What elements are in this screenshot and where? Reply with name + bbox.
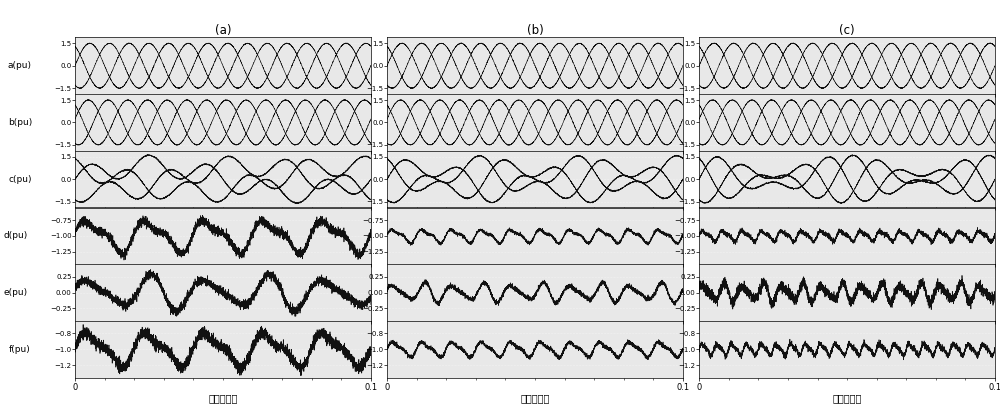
- Title: (a): (a): [215, 24, 231, 37]
- Title: (c): (c): [839, 24, 855, 37]
- Y-axis label: a(pu): a(pu): [8, 61, 32, 70]
- X-axis label: 时间（秒）: 时间（秒）: [520, 393, 550, 403]
- X-axis label: 时间（秒）: 时间（秒）: [832, 393, 862, 403]
- Y-axis label: f(pu): f(pu): [9, 345, 31, 354]
- Y-axis label: e(pu): e(pu): [3, 288, 27, 297]
- Y-axis label: d(pu): d(pu): [3, 231, 27, 240]
- Y-axis label: b(pu): b(pu): [8, 118, 32, 127]
- X-axis label: 时间（秒）: 时间（秒）: [208, 393, 238, 403]
- Y-axis label: c(pu): c(pu): [8, 175, 32, 184]
- Title: (b): (b): [527, 24, 543, 37]
